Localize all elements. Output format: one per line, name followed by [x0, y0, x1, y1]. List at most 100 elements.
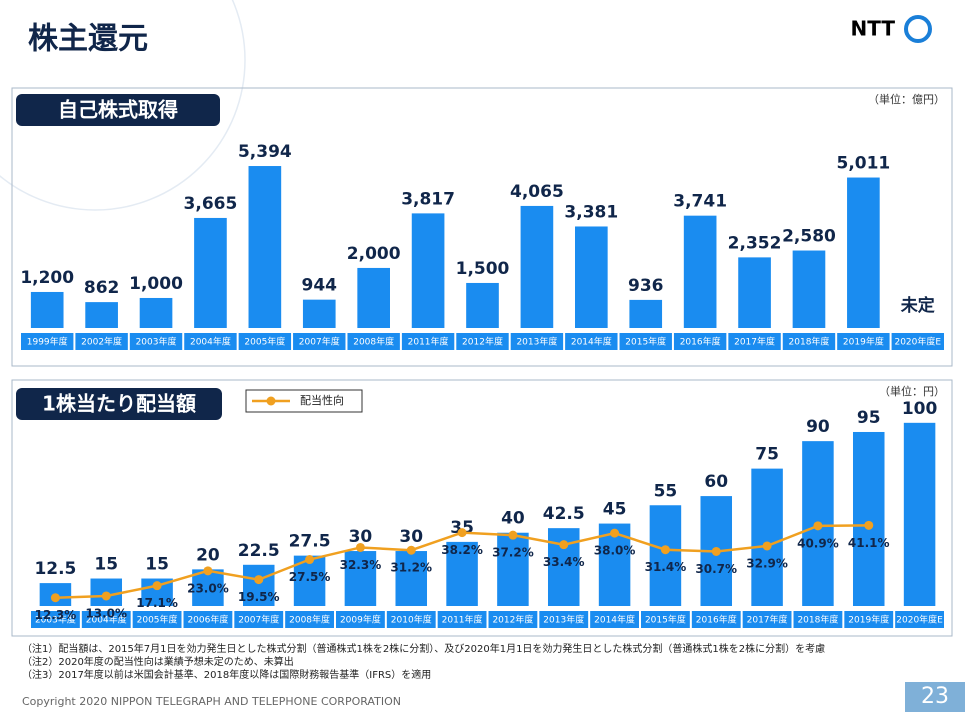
data-label: 3,381: [564, 202, 618, 222]
x-tick-label: 2013年度: [543, 614, 584, 626]
x-tick-label: 2011年度: [408, 336, 449, 348]
category-box: [565, 333, 618, 350]
x-tick-label: 2005年度: [137, 614, 178, 626]
category-box: [129, 333, 183, 350]
unit-label: （単位：円）: [879, 384, 945, 398]
category-box: [184, 333, 237, 350]
data-label: 2,580: [782, 227, 836, 247]
data-label: 15: [145, 555, 169, 575]
line-label: 19.5%: [238, 590, 280, 604]
bar: [852, 431, 885, 606]
data-label: 100: [902, 399, 938, 419]
data-label: 55: [654, 481, 678, 501]
data-label: 1,200: [20, 268, 74, 288]
category-box: [641, 611, 690, 628]
line-label: 12.3%: [35, 608, 77, 622]
data-label: 2,352: [728, 233, 782, 253]
data-label: 1,000: [129, 274, 183, 294]
x-tick-label: 2007年度: [299, 336, 340, 348]
x-tick-label: 2003年度: [136, 336, 177, 348]
category-box: [895, 611, 944, 628]
footnote: （注3）2017年度以前は米国会計基準、2018年度以降は国際財務報告基準（IF…: [22, 668, 431, 681]
x-tick-label: 2012年度: [462, 336, 503, 348]
category-box: [401, 333, 455, 350]
x-tick-label: 2020年度E: [894, 336, 941, 348]
data-label: 3,741: [673, 192, 727, 212]
bar: [575, 226, 608, 328]
legend-label: 配当性向: [300, 393, 344, 407]
line-marker: [864, 520, 874, 530]
section-title: 1株当たり配当額: [42, 392, 196, 416]
category-box: [837, 333, 890, 350]
bar: [792, 250, 826, 328]
x-tick-label: 2007年度: [238, 614, 279, 626]
category-box: [183, 611, 233, 628]
data-label: 12.5: [34, 559, 76, 579]
bar: [751, 468, 783, 606]
logo-text: NTT: [851, 17, 896, 41]
x-tick-label: 1999年度: [27, 336, 68, 348]
category-box: [619, 333, 672, 350]
line-label: 30.7%: [695, 562, 737, 576]
bar: [411, 213, 445, 328]
category-box: [844, 611, 894, 628]
category-box: [336, 611, 385, 628]
page-title: 株主還元: [28, 22, 148, 57]
line-marker: [610, 528, 620, 538]
data-label: 22.5: [238, 541, 280, 561]
line-marker: [101, 591, 111, 601]
line-label: 32.3%: [340, 558, 382, 572]
line-marker: [711, 546, 721, 556]
line-label: 31.4%: [645, 560, 687, 574]
category-box: [238, 333, 292, 350]
data-label: 42.5: [543, 504, 585, 524]
category-box: [21, 333, 74, 350]
bar: [683, 215, 717, 328]
bar: [847, 177, 880, 328]
bar: [357, 267, 390, 328]
x-tick-label: 2014年度: [571, 336, 612, 348]
bar: [446, 541, 478, 606]
data-label: 75: [755, 445, 779, 465]
line-label: 38.2%: [441, 543, 483, 557]
x-tick-label: 2017年度: [747, 614, 788, 626]
data-label: 30: [349, 527, 373, 547]
x-tick-label: 2008年度: [289, 614, 330, 626]
x-tick-label: 2010年度: [391, 614, 432, 626]
footnote: （注2）2020年度の配当性向は業績予想未定のため、未算出: [22, 655, 294, 668]
x-tick-label: 2011年度: [442, 614, 483, 626]
category-box: [75, 333, 128, 350]
copyright: Copyright 2020 NIPPON TELEGRAPH AND TELE…: [22, 695, 401, 708]
data-label: 5,394: [238, 142, 292, 162]
x-tick-label: 2004年度: [86, 614, 127, 626]
data-label: 4,065: [510, 182, 564, 202]
line-label: 13.0%: [85, 606, 127, 620]
line-label: 32.9%: [746, 556, 788, 570]
data-label: 5,011: [836, 154, 890, 174]
category-box: [673, 333, 727, 350]
line-label: 40.9%: [797, 536, 839, 550]
x-tick-label: 2014年度: [594, 614, 635, 626]
data-label: 3,817: [401, 189, 455, 209]
x-tick-label: 2006年度: [187, 614, 228, 626]
data-label: 15: [94, 555, 118, 575]
data-label: 862: [84, 278, 120, 298]
data-label: 3,665: [184, 194, 238, 214]
bar: [649, 505, 682, 606]
page-number: 23: [921, 684, 949, 709]
line-label: 41.1%: [848, 536, 890, 550]
line-marker: [762, 541, 772, 551]
bar: [395, 551, 428, 606]
bar: [344, 551, 377, 606]
category-box: [386, 611, 436, 628]
bar: [248, 166, 282, 328]
line-marker: [50, 593, 60, 603]
line-marker: [254, 575, 264, 585]
category-box: [31, 611, 80, 628]
x-tick-label: 2015年度: [645, 614, 686, 626]
data-label: 40: [501, 509, 525, 529]
category-box: [234, 611, 284, 628]
category-box: [728, 333, 781, 350]
